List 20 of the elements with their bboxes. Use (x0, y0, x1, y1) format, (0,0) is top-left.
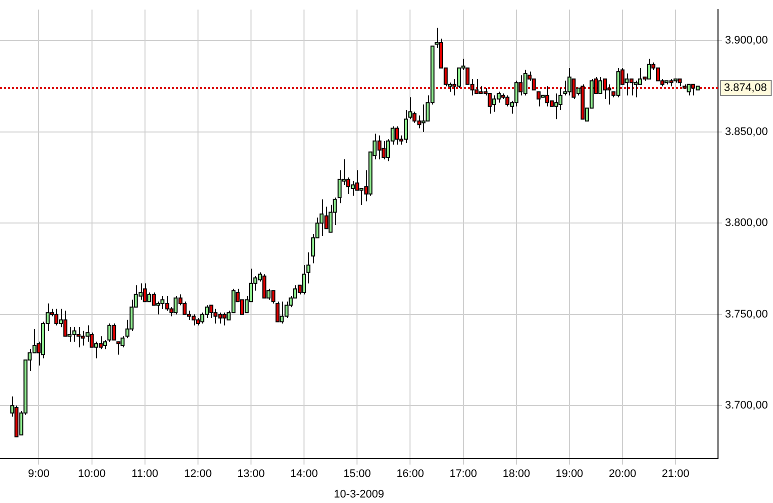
x-tick-label: 17:00 (450, 468, 478, 480)
ref-line-label: 3.874,08 (724, 82, 767, 94)
x-tick-label: 16:00 (396, 468, 424, 480)
y-tick-label: 3.900,00 (725, 34, 768, 47)
x-tick-label: 20:00 (608, 468, 636, 480)
x-tick-label: 13:00 (237, 468, 265, 480)
x-tick-label: 9:00 (28, 468, 50, 480)
y-tick-label: 3.850,00 (725, 126, 768, 138)
x-axis-title: 10-3-2009 (334, 488, 384, 500)
x-tick-label: 10:00 (78, 468, 106, 480)
x-tick-label: 21:00 (662, 468, 690, 480)
x-tick-label: 11:00 (132, 468, 158, 480)
x-tick-label: 19:00 (556, 468, 584, 480)
x-tick-label: 14:00 (290, 468, 318, 480)
y-tick-label: 3.700,00 (725, 400, 768, 412)
y-tick-label: 3.800,00 (725, 217, 768, 230)
x-tick-label: 18:00 (502, 468, 530, 480)
x-tick-label: 15:00 (343, 468, 371, 480)
y-tick-label: 3.750,00 (725, 308, 768, 320)
x-tick-label: 12:00 (184, 468, 212, 480)
